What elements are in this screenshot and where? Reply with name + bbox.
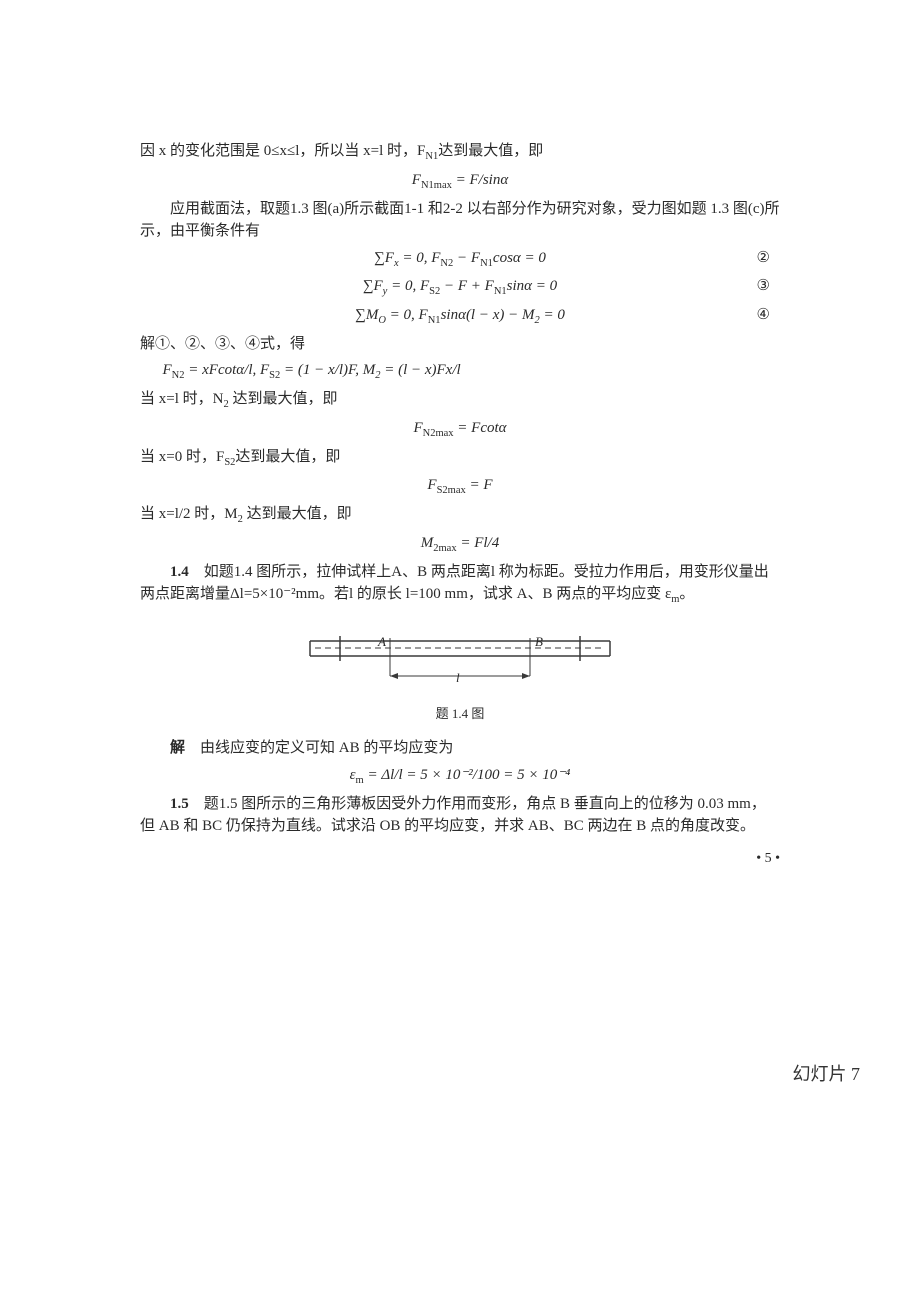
equation-1: FN1max = F/sinα xyxy=(140,169,780,194)
text: 题1.5 图所示的三角形薄板因受外力作用而变形，角点 B 垂直向上的位移为 0.… xyxy=(140,796,766,835)
sub: N2 xyxy=(172,370,185,381)
text: 应用截面法，取题1.3 图(a)所示截面1-1 和2-2 以右部分作为研究对象，… xyxy=(140,201,780,240)
sum: ∑F xyxy=(363,278,383,294)
section-1-4: 1.4 如题1.4 图所示，拉伸试样上A、B 两点距离l 称为标距。受拉力作用后… xyxy=(140,561,780,608)
section-number: 1.5 xyxy=(170,796,189,812)
text: 达到最大值，即 xyxy=(438,143,543,159)
sub: m xyxy=(356,775,364,786)
sub: S2 xyxy=(429,286,440,297)
paragraph-intro: 因 x 的变化范围是 0≤x≤l，所以当 x=l 时，FN1达到最大值，即 xyxy=(140,140,780,165)
figure-1-4: A B l xyxy=(300,626,620,696)
var: F xyxy=(412,172,421,188)
sub: S2max xyxy=(437,485,466,496)
text: 当 x=l 时，N xyxy=(140,391,223,407)
sub: O xyxy=(378,315,386,326)
paragraph-case2: 当 x=0 时，FS2达到最大值，即 xyxy=(140,446,780,471)
equation-6: FN2max = Fcotα xyxy=(140,417,780,442)
paragraph-case3: 当 x=l/2 时，M2 达到最大值，即 xyxy=(140,503,780,528)
eq-marker-4: ④ xyxy=(757,304,770,327)
text: 达到最大值，即 xyxy=(235,449,340,465)
var: F xyxy=(413,420,422,436)
eq-marker-3: ③ xyxy=(757,275,770,298)
expr: sinα(l − x) − M xyxy=(441,307,535,323)
paragraph-solve: 解①、②、③、④式，得 xyxy=(140,333,780,356)
solution-1-4: 解 由线应变的定义可知 AB 的平均应变为 xyxy=(140,737,780,760)
expr: = 0 xyxy=(540,307,565,323)
sub: N1 xyxy=(480,258,493,269)
fig-label-b: B xyxy=(535,634,543,649)
text: 当 x=0 时，F xyxy=(140,449,224,465)
expr: = 0, F xyxy=(386,307,428,323)
section-number: 1.4 xyxy=(170,564,189,580)
equation-4: ∑MO = 0, FN1sinα(l − x) − M2 = 0 ④ xyxy=(140,304,780,329)
sub: N2 xyxy=(440,258,453,269)
text: 。 xyxy=(679,586,694,602)
equation-5: FN2 = xFcotα/l, FS2 = (1 − x/l)F, M2 = (… xyxy=(163,359,781,384)
expr: = (l − x)Fx/l xyxy=(380,362,460,378)
expr: = xFcotα/l, F xyxy=(185,362,270,378)
text: 当 x=l/2 时，M xyxy=(140,506,238,522)
expr: = F xyxy=(466,477,493,493)
fig-label-a: A xyxy=(377,634,386,649)
text: 因 x 的变化范围是 0≤x≤l，所以当 x=l 时，F xyxy=(140,143,425,159)
sum: ∑M xyxy=(355,307,378,323)
expr: sinα = 0 xyxy=(507,278,558,294)
figure-caption: 题 1.4 图 xyxy=(140,704,780,724)
equation-7: FS2max = F xyxy=(140,474,780,499)
paragraph-method: 应用截面法，取题1.3 图(a)所示截面1-1 和2-2 以右部分作为研究对象，… xyxy=(140,198,780,243)
expr: − F xyxy=(453,250,480,266)
equation-2: ∑Fx = 0, FN2 − FN1cosα = 0 ② xyxy=(140,247,780,272)
text: 由线应变的定义可知 AB 的平均应变为 xyxy=(185,740,453,756)
expr: = Fcotα xyxy=(454,420,507,436)
expr: = 0, F xyxy=(387,278,429,294)
fig-label-l: l xyxy=(456,670,460,685)
text: 达到最大值，即 xyxy=(243,506,352,522)
sub: N1 xyxy=(494,286,507,297)
equation-9: εm = Δl/l = 5 × 10⁻²/100 = 5 × 10⁻⁴ xyxy=(140,764,780,789)
expr: = (1 − x/l)F, M xyxy=(280,362,375,378)
expr: = Fl/4 xyxy=(457,535,500,551)
expr: = Δl/l = 5 × 10⁻²/100 = 5 × 10⁻⁴ xyxy=(364,767,571,783)
page-number: • 5 • xyxy=(140,848,780,869)
sub: N2max xyxy=(423,428,454,439)
sum: ∑F xyxy=(374,250,394,266)
expr: cosα = 0 xyxy=(493,250,546,266)
equation-8: M2max = Fl/4 xyxy=(140,532,780,557)
expr: = 0, F xyxy=(399,250,441,266)
sub: S2 xyxy=(269,370,280,381)
var: M xyxy=(421,535,434,551)
sub: N1 xyxy=(428,315,441,326)
sub: N1 xyxy=(425,151,438,162)
sub: N1max xyxy=(421,180,452,191)
var: F xyxy=(427,477,436,493)
expr: = F/sinα xyxy=(452,172,508,188)
sub: S2 xyxy=(224,457,235,468)
specimen-diagram: A B l xyxy=(300,626,620,696)
text: 达到最大值，即 xyxy=(229,391,338,407)
section-1-5: 1.5 题1.5 图所示的三角形薄板因受外力作用而变形，角点 B 垂直向上的位移… xyxy=(140,793,780,838)
eq-marker-2: ② xyxy=(757,247,770,270)
sub: 2max xyxy=(433,543,456,554)
expr: − F + F xyxy=(440,278,494,294)
slide-label: 幻灯片 7 xyxy=(793,1060,861,1086)
equation-3: ∑Fy = 0, FS2 − F + FN1sinα = 0 ③ xyxy=(140,275,780,300)
document-page: 因 x 的变化范围是 0≤x≤l，所以当 x=l 时，FN1达到最大值，即 FN… xyxy=(140,140,780,869)
var: F xyxy=(163,362,172,378)
text: 解①、②、③、④式，得 xyxy=(140,336,305,352)
paragraph-case1: 当 x=l 时，N2 达到最大值，即 xyxy=(140,388,780,413)
solve-label: 解 xyxy=(170,740,185,756)
